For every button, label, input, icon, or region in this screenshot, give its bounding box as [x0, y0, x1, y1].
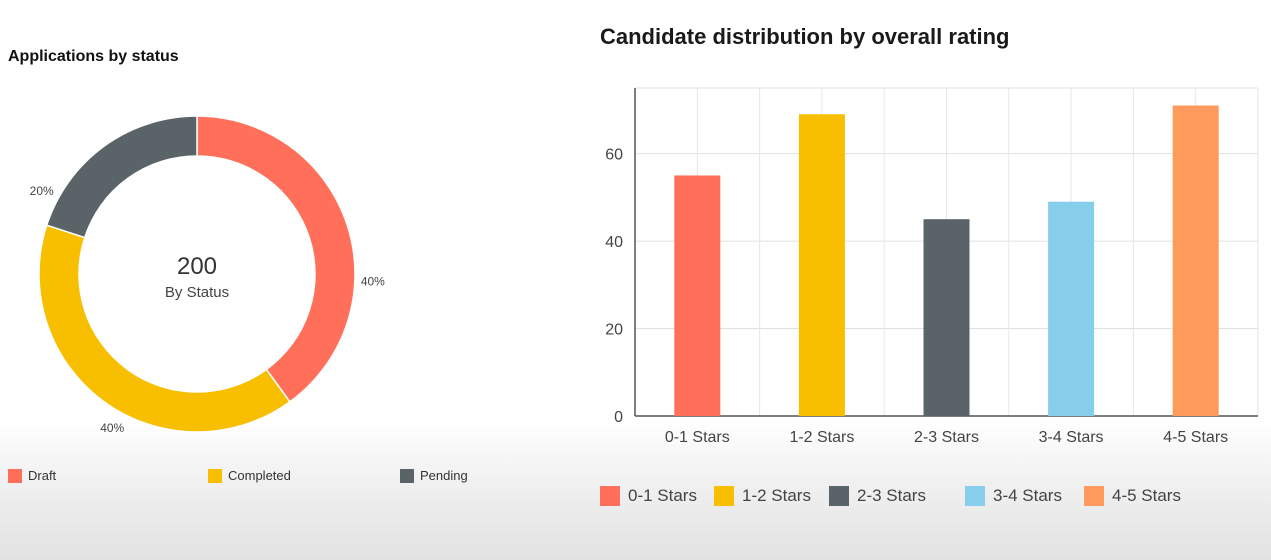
donut-center-value: 200 [177, 253, 217, 280]
bar-legend-label: 0-1 Stars [628, 486, 697, 505]
bar-legend-swatch [714, 486, 734, 506]
bar-3-4-stars[interactable] [1048, 201, 1095, 416]
bar-legend-label: 4-5 Stars [1112, 486, 1181, 505]
bar-chart-title: Candidate distribution by overall rating [600, 24, 1010, 49]
bar-legend-item-4-5-stars[interactable]: 4-5 Stars [1084, 486, 1181, 506]
donut-legend-swatch [208, 468, 222, 483]
bar-ytick-label: 40 [605, 234, 623, 251]
bar-legend-item-1-2-stars[interactable]: 1-2 Stars [714, 486, 811, 506]
donut-slice-label-draft: 40% [361, 275, 385, 289]
bar-2-3-stars[interactable] [923, 219, 970, 416]
donut-slice-completed[interactable] [38, 224, 291, 433]
bar-legend-label: 2-3 Stars [857, 486, 926, 505]
donut-legend-item-pending[interactable]: Pending [400, 468, 468, 483]
donut-slice-pending[interactable] [45, 115, 198, 239]
bar-ytick-label: 60 [605, 147, 623, 164]
donut-chart-title: Applications by status [8, 48, 179, 65]
donut-legend-item-completed[interactable]: Completed [208, 468, 291, 483]
bar-xtick-label: 0-1 Stars [665, 429, 730, 446]
bar-xtick-label: 2-3 Stars [914, 429, 979, 446]
donut-center-label: By Status [165, 284, 229, 301]
bar-legend-item-3-4-stars[interactable]: 3-4 Stars [965, 486, 1062, 506]
donut-legend-swatch [400, 468, 414, 483]
bar-legend-swatch [1084, 486, 1104, 506]
donut-slice-label-pending: 20% [30, 184, 54, 198]
bar-legend-label: 3-4 Stars [993, 486, 1062, 505]
donut-legend-swatch [8, 468, 22, 483]
bar-ytick-label: 20 [605, 322, 623, 339]
bar-legend-item-2-3-stars[interactable]: 2-3 Stars [829, 486, 926, 506]
donut-slice-label-completed: 40% [100, 421, 124, 435]
bar-legend-swatch [965, 486, 985, 506]
bar-legend-label: 1-2 Stars [742, 486, 811, 505]
bar-legend-swatch [600, 486, 620, 506]
donut-legend-item-draft[interactable]: Draft [8, 468, 56, 483]
bar-0-1-stars[interactable] [674, 175, 721, 416]
bar-xtick-label: 4-5 Stars [1163, 429, 1228, 446]
bar-legend-item-0-1-stars[interactable]: 0-1 Stars [600, 486, 697, 506]
bar-xtick-label: 1-2 Stars [789, 429, 854, 446]
donut-chart: 40% 40% 20% 200 By Status [30, 115, 385, 435]
bar-legend-swatch [829, 486, 849, 506]
bar-1-2-stars[interactable] [798, 114, 845, 417]
donut-legend-label: Draft [28, 468, 57, 483]
bar-4-5-stars[interactable] [1172, 105, 1219, 416]
donut-legend-label: Pending [420, 468, 468, 483]
donut-legend-label: Completed [228, 468, 291, 483]
bar-ytick-label: 0 [614, 409, 623, 426]
donut-slice-draft[interactable] [196, 115, 356, 403]
bar-chart: 0 20 40 60 0-1 Stars 1-2 Stars 2-3 Stars 3-4 S… [605, 87, 1259, 446]
bar-xtick-label: 3-4 Stars [1039, 429, 1104, 446]
